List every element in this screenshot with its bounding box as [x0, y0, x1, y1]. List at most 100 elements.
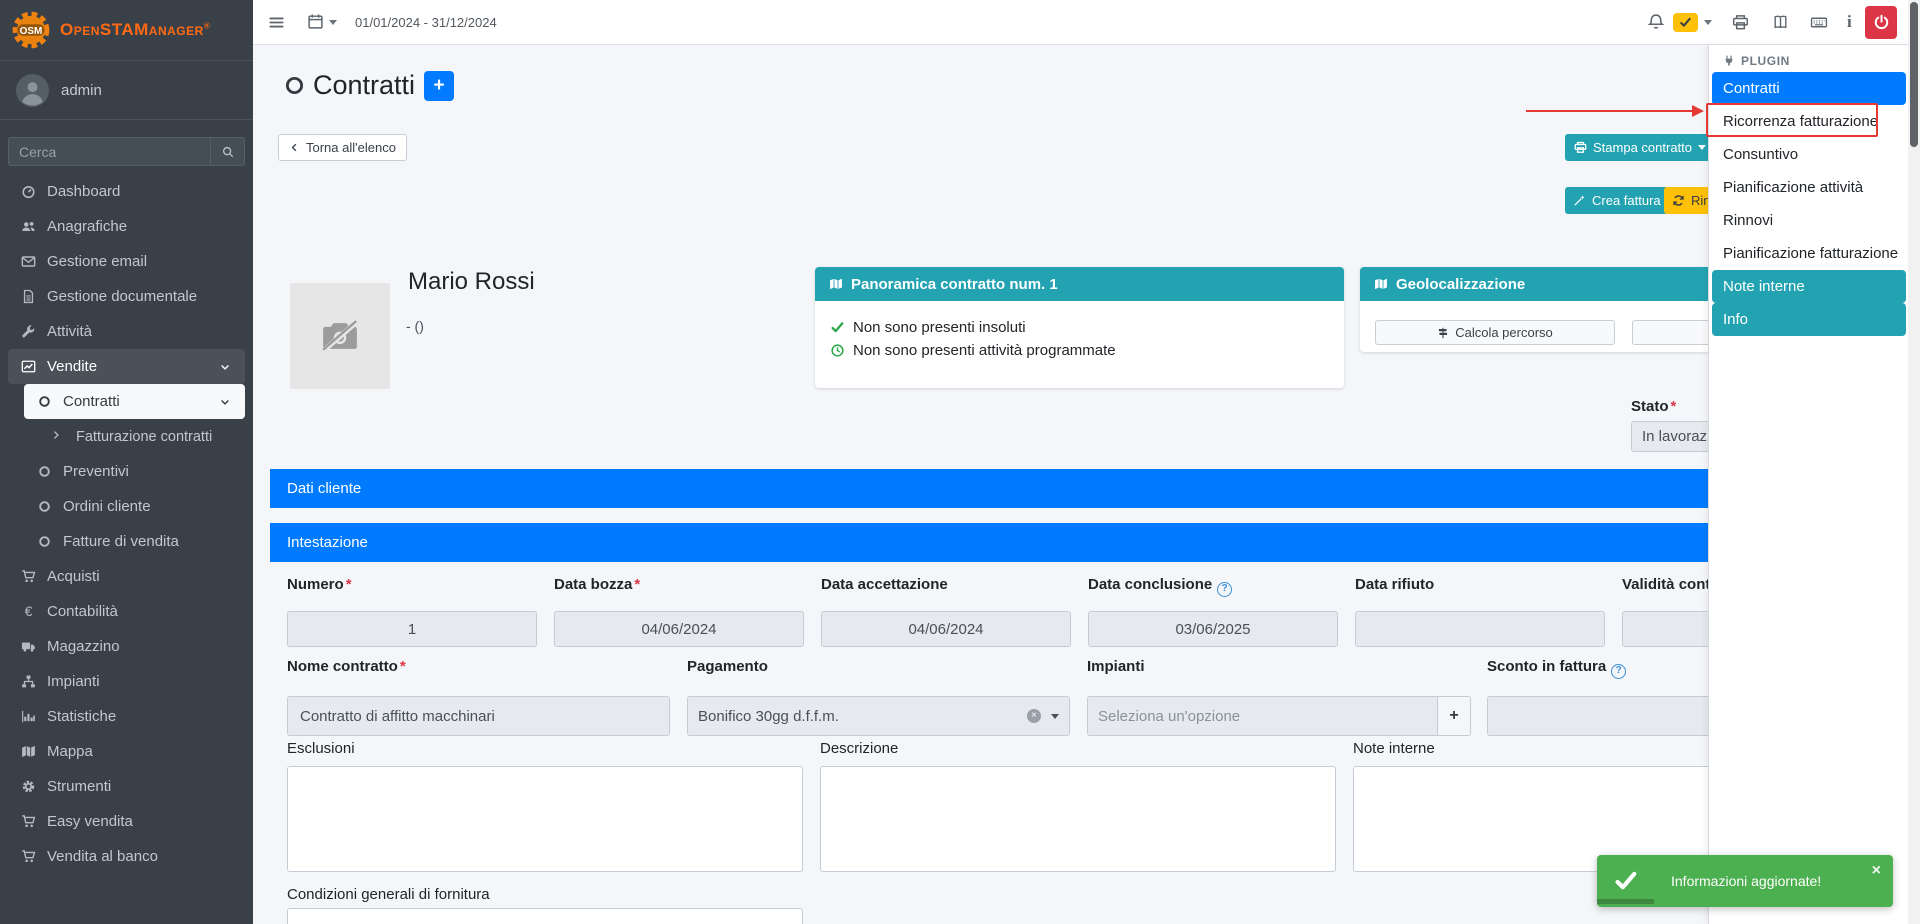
field-label-esclusioni: Esclusioni — [287, 740, 355, 757]
caret-down-icon — [1051, 713, 1059, 719]
date-range[interactable]: 01/01/2024 - 31/12/2024 — [355, 15, 497, 30]
cart-icon — [21, 849, 36, 864]
clock-icon — [830, 343, 845, 358]
caret-down-icon[interactable] — [329, 20, 337, 25]
sidebar-item-gestione-email[interactable]: Gestione email — [0, 244, 253, 279]
plugin-item-contratti[interactable]: Contratti — [1712, 72, 1906, 105]
sidebar-item-contratti[interactable]: Contratti — [24, 384, 245, 419]
sidebar-item-acquisti[interactable]: Acquisti — [0, 559, 253, 594]
sidebar-item-label: Easy vendita — [47, 813, 133, 830]
trademark: ® — [203, 21, 211, 31]
sidebar-item-vendita-al-banco[interactable]: Vendita al banco — [0, 839, 253, 874]
sidebar-item-attivita[interactable]: Attività — [0, 314, 253, 349]
menu-icon[interactable] — [268, 14, 285, 31]
caret-down-icon — [1698, 145, 1706, 150]
data-rifiuto-field[interactable] — [1355, 611, 1605, 647]
print-contract-button[interactable]: Stampa contratto — [1565, 134, 1715, 161]
help-icon[interactable]: ? — [1217, 582, 1233, 597]
sidebar-item-label: Attività — [47, 323, 93, 340]
create-invoice-button[interactable]: Crea fattura — [1565, 187, 1669, 214]
page-title: Contratti + — [285, 70, 455, 101]
client-photo-placeholder[interactable] — [290, 283, 390, 389]
map-icon — [1374, 277, 1388, 291]
cart-icon — [21, 569, 36, 584]
gauge-icon — [21, 184, 36, 199]
sidebar-item-mappa[interactable]: Mappa — [0, 734, 253, 769]
field-label-nome-contratto: Nome contratto * — [287, 658, 406, 675]
page-scrollbar-thumb[interactable] — [1910, 2, 1918, 147]
condizioni-textarea[interactable] — [287, 908, 803, 924]
toast-close-button[interactable]: × — [1871, 862, 1881, 879]
sidebar-item-ordini-cliente[interactable]: Ordini cliente — [0, 489, 253, 524]
book-icon[interactable] — [1772, 14, 1789, 31]
check-badge-icon[interactable] — [1673, 13, 1698, 32]
overview-item: Non sono presenti insoluti — [830, 319, 1026, 336]
info-icon[interactable]: i — [1847, 12, 1852, 31]
add-plant-button[interactable]: + — [1438, 696, 1471, 736]
sidebar-item-fatturazione-contratti[interactable]: Fatturazione contratti — [0, 419, 253, 454]
power-button[interactable] — [1865, 6, 1897, 39]
sidebar-item-label: Fatturazione contratti — [76, 428, 213, 445]
brand[interactable]: OSM OpenSTAManager® — [0, 0, 253, 61]
sidebar-item-gestione-documentale[interactable]: Gestione documentale — [0, 279, 253, 314]
search-input[interactable] — [8, 137, 210, 166]
descrizione-textarea[interactable] — [820, 766, 1336, 872]
pagamento-select[interactable]: Bonifico 30gg d.f.f.m. × — [687, 696, 1070, 736]
sidebar-item-dashboard[interactable]: Dashboard — [0, 174, 253, 209]
data-bozza-field[interactable] — [554, 611, 804, 647]
section-intestazione[interactable]: Intestazione — [270, 523, 1893, 562]
sidebar-item-impianti[interactable]: Impianti — [0, 664, 253, 699]
sidebar-item-easy-vendita[interactable]: Easy vendita — [0, 804, 253, 839]
plugin-item-info[interactable]: Info — [1712, 303, 1906, 336]
numero-field[interactable] — [287, 611, 537, 647]
chevron-left-icon — [289, 142, 300, 153]
nome-contratto-field[interactable] — [287, 696, 670, 736]
keyboard-icon[interactable] — [1809, 14, 1829, 31]
sidebar-item-vendite[interactable]: Vendite — [8, 349, 245, 384]
sidebar-item-label: Mappa — [47, 743, 93, 760]
clear-selection-icon[interactable]: × — [1027, 709, 1041, 723]
sidebar-item-label: Anagrafiche — [47, 218, 128, 235]
impianti-select[interactable]: Seleziona un'opzione — [1087, 696, 1438, 736]
brand-name: OpenSTAManager® — [60, 20, 211, 39]
plugin-item-rinnovi[interactable]: Rinnovi — [1723, 212, 1774, 229]
sidebar-item-preventivi[interactable]: Preventivi — [0, 454, 253, 489]
plugin-item-pianificazione-attivita[interactable]: Pianificazione attività — [1723, 179, 1864, 196]
plugin-item-note-interne[interactable]: Note interne — [1712, 270, 1906, 303]
add-record-button[interactable]: + — [424, 70, 455, 101]
calculate-route-button[interactable]: Calcola percorso — [1375, 320, 1615, 345]
sidebar-item-anagrafiche[interactable]: Anagrafiche — [0, 209, 253, 244]
plugin-item-pianificazione-fatturazione[interactable]: Pianificazione fatturazione — [1723, 245, 1899, 262]
sidebar-item-label: Gestione documentale — [47, 288, 198, 305]
sidebar-item-fatture-di-vendita[interactable]: Fatture di vendita — [0, 524, 253, 559]
section-dati-cliente[interactable]: Dati cliente — [270, 469, 1893, 508]
printer-icon[interactable] — [1732, 14, 1749, 31]
avatar[interactable] — [16, 73, 49, 107]
bell-icon[interactable] — [1647, 13, 1665, 31]
plugin-dropdown: PLUGIN Contratti Ricorrenza fatturazione… — [1708, 45, 1908, 924]
caret-down-icon[interactable] — [1704, 20, 1712, 25]
gear-icon — [21, 779, 36, 794]
sidebar-item-label: Vendite — [47, 358, 98, 375]
data-accettazione-field[interactable] — [821, 611, 1071, 647]
sidebar-item-contabilita[interactable]: € Contabilità — [0, 594, 253, 629]
page-scrollbar-track[interactable] — [1908, 0, 1920, 924]
back-to-list-button[interactable]: Torna all'elenco — [278, 134, 407, 161]
search-button[interactable] — [210, 137, 245, 166]
plugin-item-consuntivo[interactable]: Consuntivo — [1723, 146, 1799, 163]
field-label-sconto-in-fattura: Sconto in fattura? — [1487, 658, 1627, 679]
map-signs-icon — [1437, 327, 1449, 339]
sidebar-item-label: Impianti — [47, 673, 100, 690]
users-icon — [21, 219, 36, 234]
search-icon — [221, 145, 235, 159]
sidebar-item-magazzino[interactable]: Magazzino — [0, 629, 253, 664]
data-conclusione-field[interactable] — [1088, 611, 1338, 647]
esclusioni-textarea[interactable] — [287, 766, 803, 872]
help-icon[interactable]: ? — [1611, 664, 1627, 679]
sidebar-item-strumenti[interactable]: Strumenti — [0, 769, 253, 804]
calendar-icon[interactable] — [307, 13, 324, 30]
field-label-data-bozza: Data bozza * — [554, 576, 641, 593]
circle-icon — [37, 534, 52, 549]
sidebar-item-statistiche[interactable]: Statistiche — [0, 699, 253, 734]
plugin-item-ricorrenza-fatturazione[interactable]: Ricorrenza fatturazione — [1723, 113, 1879, 130]
